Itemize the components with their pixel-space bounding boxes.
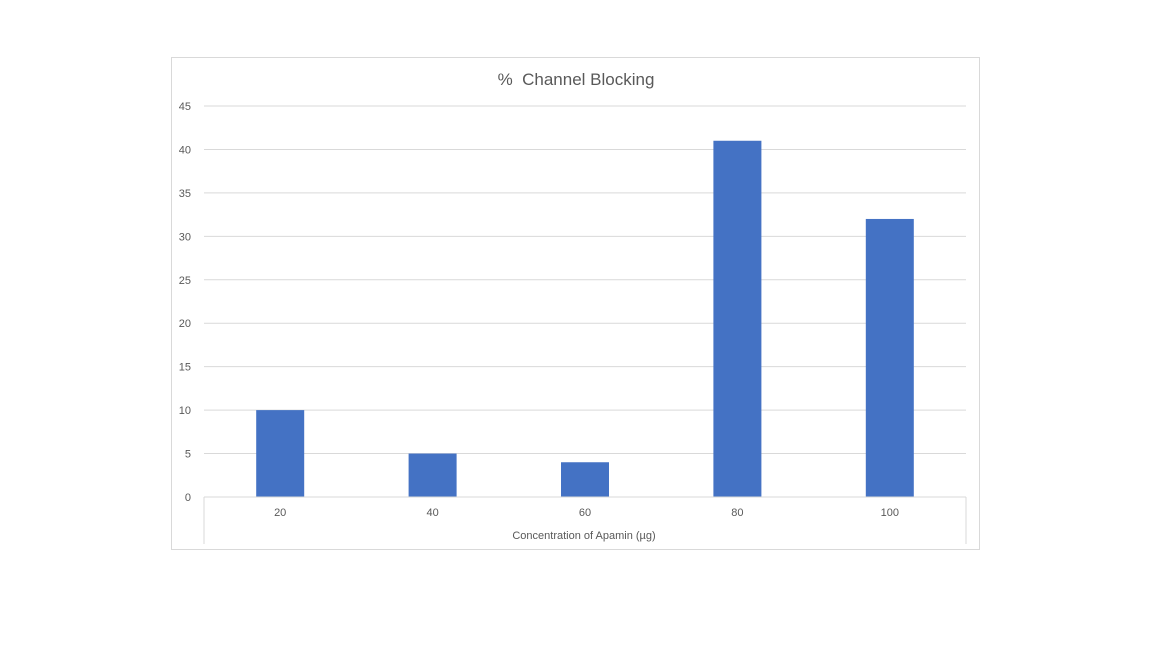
bar: [256, 410, 305, 497]
bars: [256, 140, 914, 497]
x-axis-title: Concentration of Apamin (µg): [512, 530, 655, 542]
y-tick-label: 10: [179, 405, 191, 417]
bar: [408, 453, 457, 497]
y-tick-label: 40: [179, 144, 191, 156]
y-axis-tick-labels: 0 5 10 15 20 25 30 35 40 45: [179, 101, 191, 504]
x-tick-label: 80: [731, 507, 743, 519]
y-tick-label: 5: [185, 449, 191, 461]
y-tick-label: 30: [179, 231, 191, 243]
x-tick-label: 40: [426, 507, 438, 519]
chart-title: % Channel Blocking: [498, 70, 655, 89]
y-tick-label: 20: [179, 318, 191, 330]
y-tick-label: 0: [185, 492, 191, 504]
y-tick-label: 25: [179, 275, 191, 287]
y-tick-label: 45: [179, 101, 191, 113]
y-tick-label: 15: [179, 362, 191, 374]
bar: [713, 140, 762, 497]
bar: [865, 218, 914, 497]
x-tick-label: 60: [579, 507, 591, 519]
x-tick-label: 100: [881, 507, 899, 519]
x-axis-tick-labels: 20 40 60 80 100: [274, 507, 899, 519]
bar: [561, 462, 609, 497]
x-axis: [203, 496, 967, 544]
x-tick-label: 20: [274, 507, 286, 519]
gridlines: [204, 105, 966, 455]
y-tick-label: 35: [179, 188, 191, 200]
